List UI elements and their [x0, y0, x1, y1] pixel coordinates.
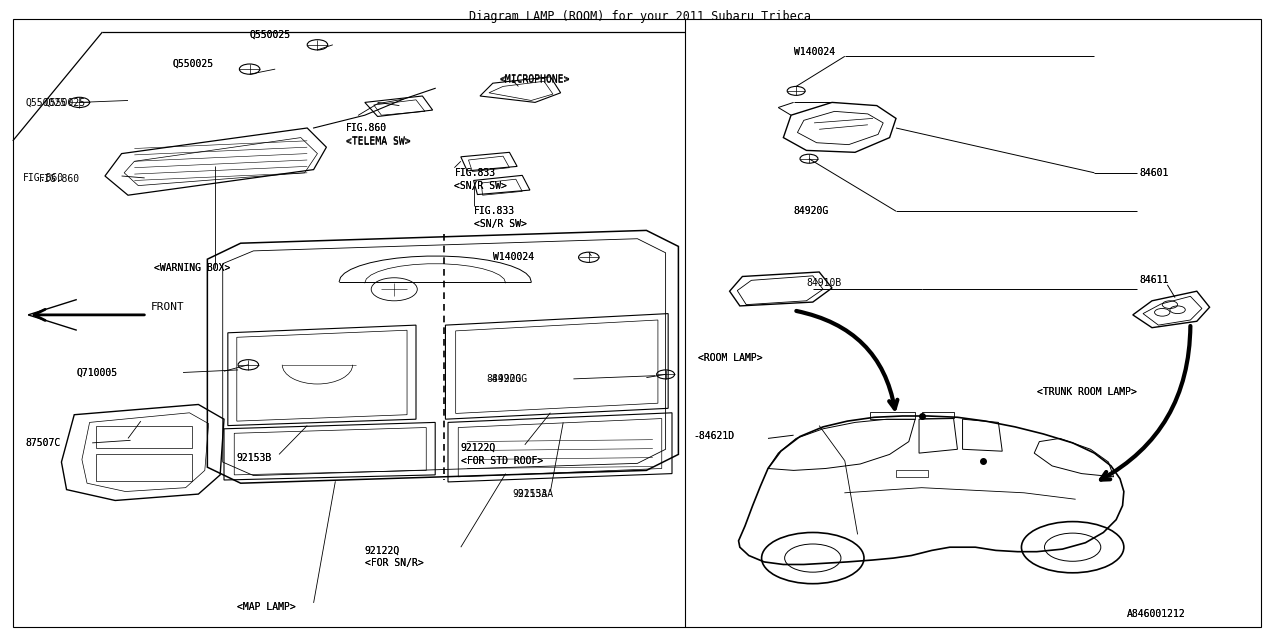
- Text: <FOR STD ROOF>: <FOR STD ROOF>: [461, 456, 543, 466]
- Text: <WARNING BOX>: <WARNING BOX>: [154, 262, 230, 273]
- Text: 92122Q: 92122Q: [365, 545, 401, 556]
- Bar: [896, 470, 928, 477]
- Text: Q550025: Q550025: [26, 97, 67, 108]
- Text: <TELEMA SW>: <TELEMA SW>: [346, 136, 410, 146]
- Text: FIG.860: FIG.860: [346, 123, 387, 133]
- FancyArrowPatch shape: [796, 311, 897, 409]
- Text: <MAP LAMP>: <MAP LAMP>: [237, 602, 296, 612]
- Text: <TRUNK ROOM LAMP>: <TRUNK ROOM LAMP>: [1037, 387, 1137, 397]
- Text: Q550025: Q550025: [173, 59, 214, 69]
- Text: <MAP LAMP>: <MAP LAMP>: [237, 602, 296, 612]
- Text: Q550025: Q550025: [173, 59, 214, 69]
- Text: FIG.860: FIG.860: [38, 174, 79, 184]
- Text: 84601: 84601: [1139, 168, 1169, 178]
- Text: Diagram LAMP (ROOM) for your 2011 Subaru Tribeca: Diagram LAMP (ROOM) for your 2011 Subaru…: [468, 10, 812, 22]
- Text: A846001212: A846001212: [1126, 609, 1185, 620]
- Text: <FOR STD ROOF>: <FOR STD ROOF>: [461, 456, 543, 466]
- Text: 92153B: 92153B: [237, 452, 273, 463]
- Text: <ROOM LAMP>: <ROOM LAMP>: [698, 353, 762, 364]
- Text: <SN/R SW>: <SN/R SW>: [454, 180, 507, 191]
- Text: 92153A: 92153A: [512, 489, 548, 499]
- Text: -84621D: -84621D: [694, 431, 735, 442]
- Text: <TRUNK ROOM LAMP>: <TRUNK ROOM LAMP>: [1037, 387, 1137, 397]
- Text: W140024: W140024: [493, 252, 534, 262]
- Text: <FOR SN/R>: <FOR SN/R>: [365, 558, 424, 568]
- Text: FIG.860: FIG.860: [346, 123, 387, 133]
- Text: A846001212: A846001212: [1126, 609, 1185, 620]
- Text: FIG.833: FIG.833: [454, 168, 495, 178]
- Text: <SN/R SW>: <SN/R SW>: [454, 180, 507, 191]
- FancyArrowPatch shape: [1101, 326, 1190, 479]
- Text: <SN/R SW>: <SN/R SW>: [474, 219, 526, 229]
- Text: W140024: W140024: [794, 47, 835, 58]
- Text: 84611: 84611: [1139, 275, 1169, 285]
- Text: 92153B: 92153B: [237, 452, 273, 463]
- Text: 84920G: 84920G: [486, 374, 522, 384]
- Text: Q550025: Q550025: [45, 97, 86, 108]
- Bar: [922, 412, 954, 418]
- Text: Q550025: Q550025: [250, 29, 291, 40]
- Text: <MICROPHONE>: <MICROPHONE>: [499, 75, 570, 85]
- Text: 84910B: 84910B: [806, 278, 842, 288]
- Text: <WARNING BOX>: <WARNING BOX>: [154, 262, 230, 273]
- Text: 87507C: 87507C: [26, 438, 61, 448]
- Text: 92122Q: 92122Q: [461, 443, 497, 453]
- Text: W140024: W140024: [794, 47, 835, 58]
- Bar: [96, 426, 192, 448]
- Text: 92122Q: 92122Q: [461, 443, 497, 453]
- Text: 84920G: 84920G: [794, 206, 829, 216]
- Text: FIG.860: FIG.860: [23, 173, 64, 183]
- Text: <SN/R SW>: <SN/R SW>: [474, 219, 526, 229]
- Text: FIG.833: FIG.833: [454, 168, 495, 178]
- Bar: [96, 454, 192, 481]
- Text: 84601: 84601: [1139, 168, 1169, 178]
- Text: <ROOM LAMP>: <ROOM LAMP>: [698, 353, 762, 364]
- Text: 87507C: 87507C: [26, 438, 61, 448]
- Bar: [870, 412, 915, 419]
- Text: Q710005: Q710005: [77, 367, 118, 378]
- Text: 84611: 84611: [1139, 275, 1169, 285]
- Text: -84621D: -84621D: [694, 431, 735, 442]
- Text: <FOR SN/R>: <FOR SN/R>: [365, 558, 424, 568]
- Text: Q550025: Q550025: [250, 30, 291, 40]
- Text: FIG.833: FIG.833: [474, 206, 515, 216]
- Text: 84920G: 84920G: [794, 206, 829, 216]
- Text: <TELEMA SW>: <TELEMA SW>: [346, 137, 410, 147]
- Text: W140024: W140024: [493, 252, 534, 262]
- Text: -92153A: -92153A: [512, 489, 553, 499]
- Text: 92122Q: 92122Q: [365, 545, 401, 556]
- Text: -84920G: -84920G: [486, 374, 527, 384]
- Text: Q710005: Q710005: [77, 367, 118, 378]
- Text: FIG.833: FIG.833: [474, 206, 515, 216]
- Text: FRONT: FRONT: [151, 302, 184, 312]
- Text: <MICROPHONE>: <MICROPHONE>: [499, 74, 570, 84]
